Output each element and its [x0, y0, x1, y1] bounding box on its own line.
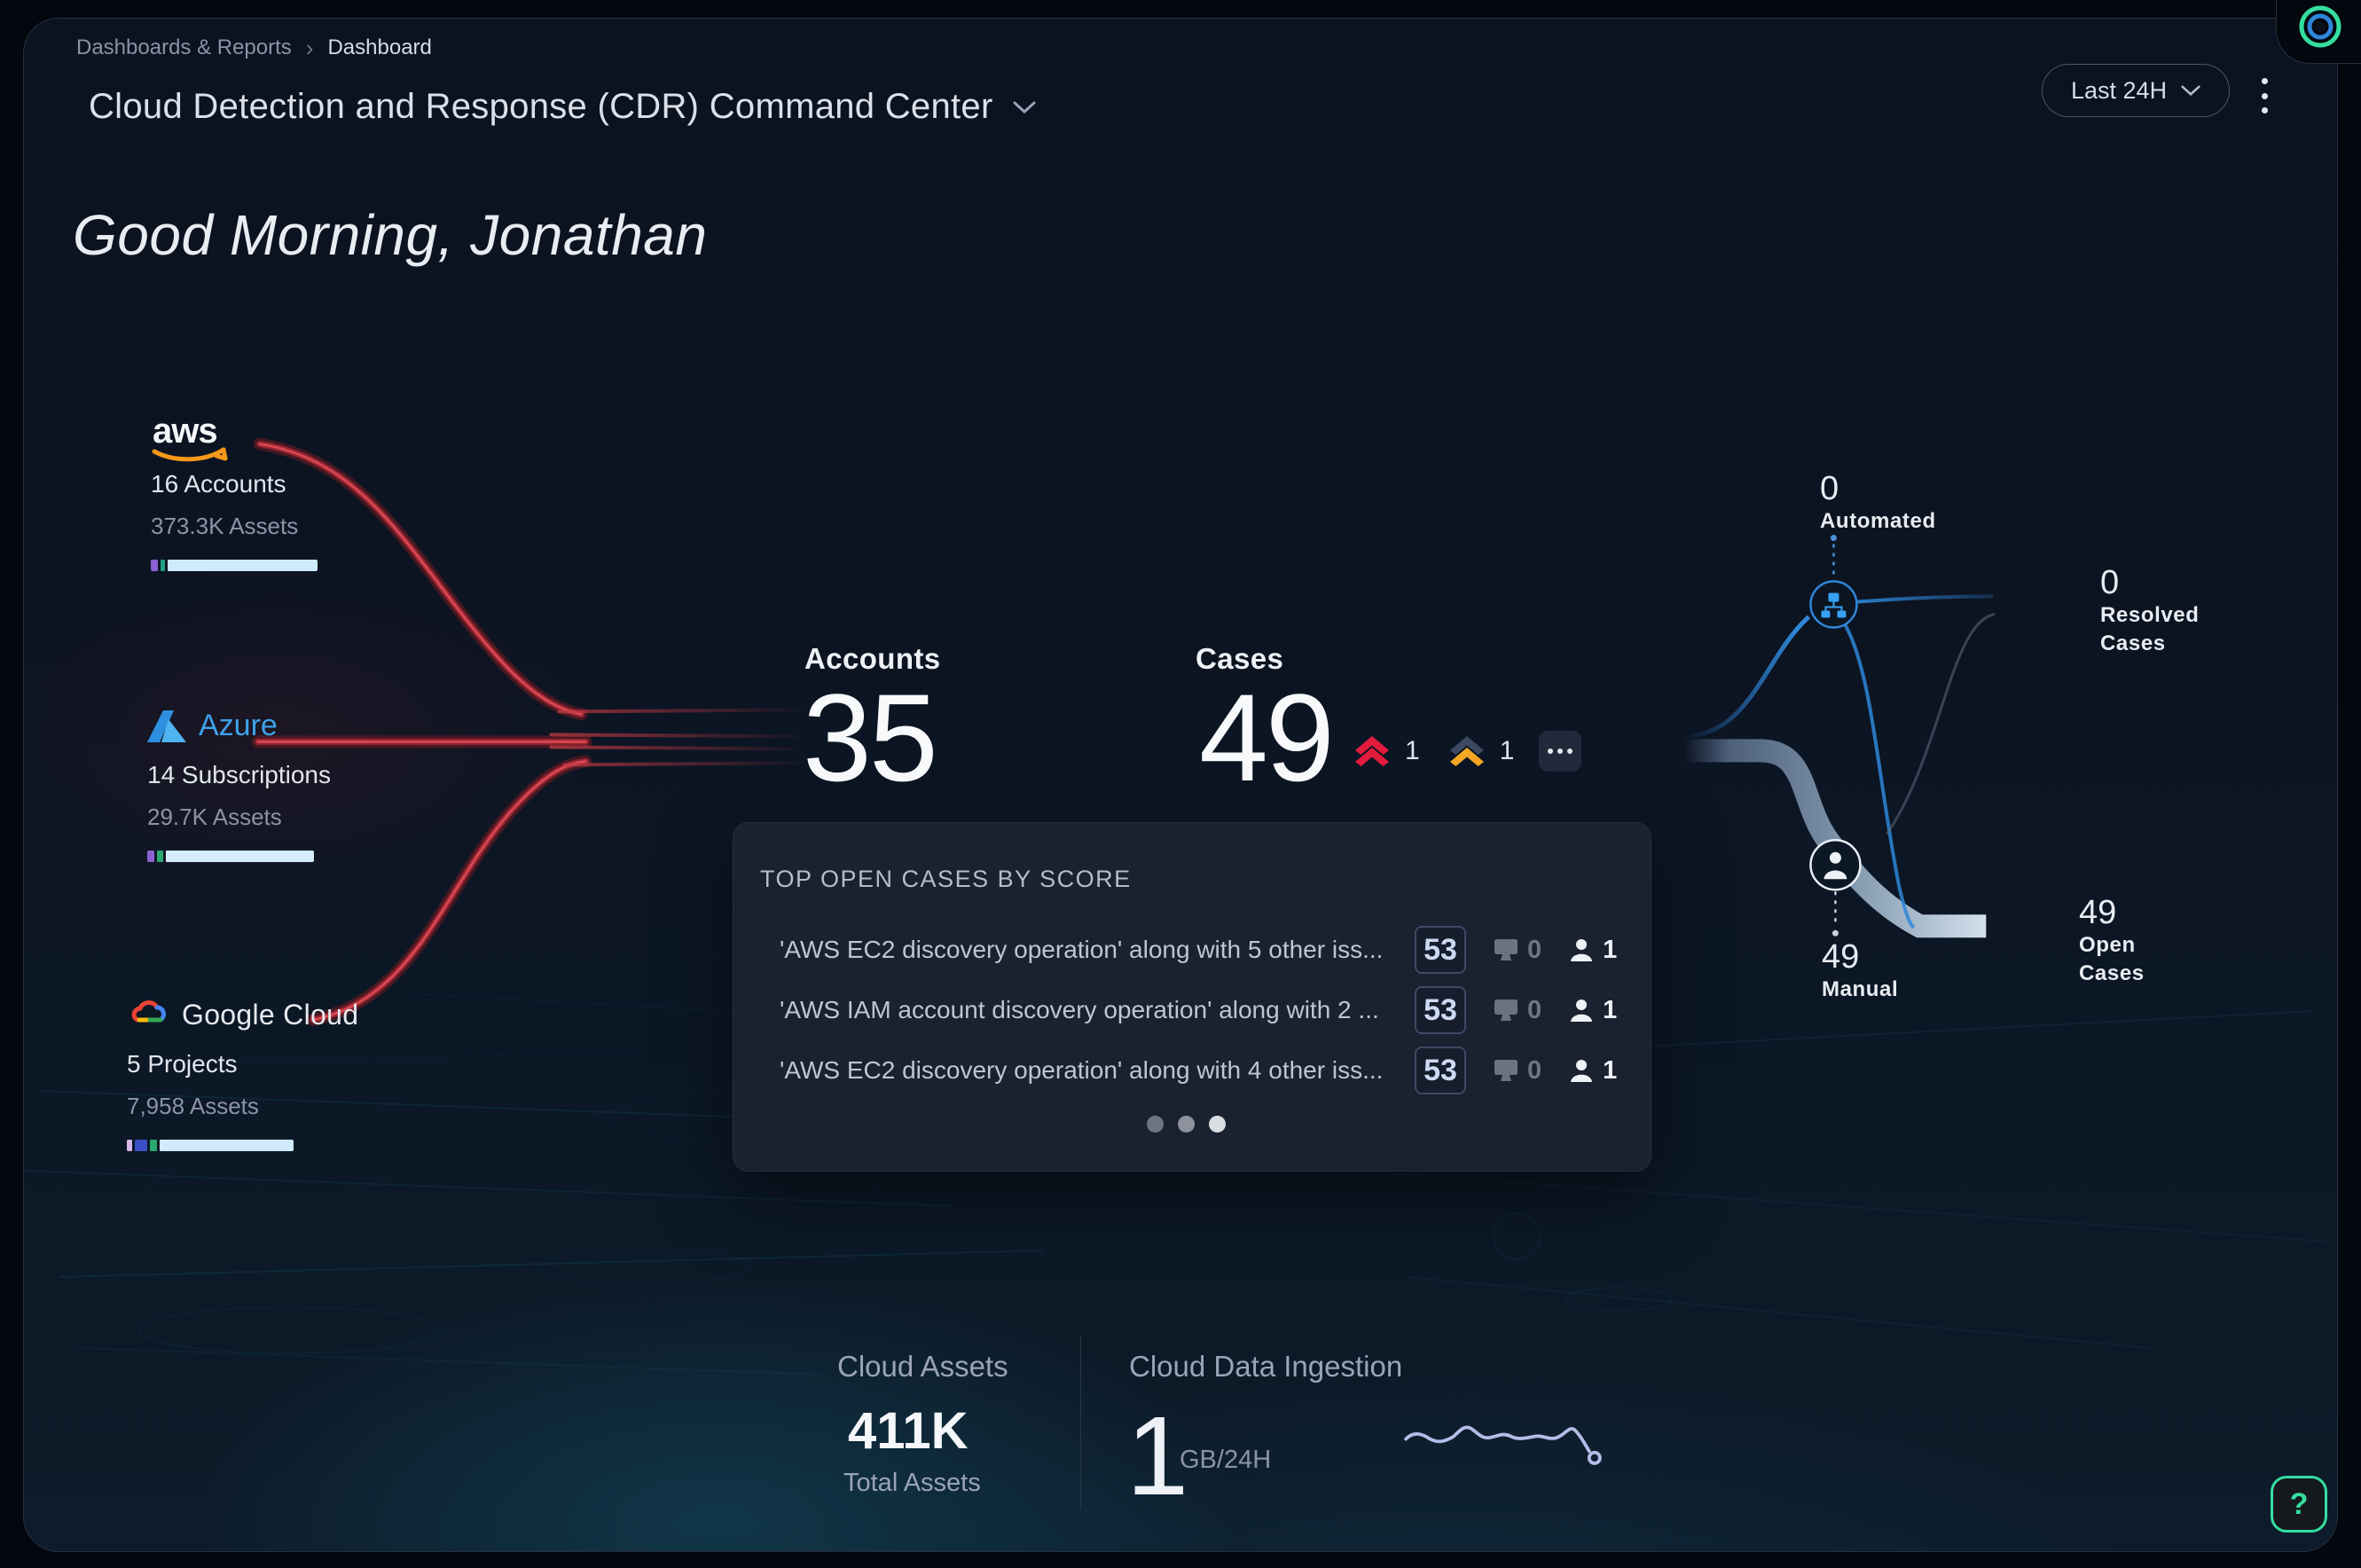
kebab-menu-icon[interactable]: [2255, 74, 2274, 117]
manual-value: 49: [1822, 938, 1860, 976]
chevron-down-icon: [2181, 85, 2200, 96]
case-assignees-count: 1: [1603, 995, 1618, 1024]
pagination-dot[interactable]: [1147, 1116, 1164, 1133]
bar-segment: [156, 851, 163, 862]
data-ingestion-value: 1: [1126, 1393, 1189, 1518]
provider-asset-bar: [151, 560, 318, 571]
bar-segment: [134, 1140, 148, 1151]
severity-critical-icon: [1355, 736, 1389, 766]
dashboard-panel: [23, 18, 2338, 1552]
aws-logo-icon: aws: [152, 412, 228, 462]
alerts-icon: [1494, 1000, 1518, 1021]
data-ingestion-unit: GB/24H: [1180, 1446, 1272, 1474]
cases-label: Cases: [1196, 642, 1284, 675]
case-assignees-count: 1: [1603, 935, 1618, 964]
resolved-cases-value: 0: [2100, 564, 2120, 601]
top-open-cases-title: TOP OPEN CASES BY SCORE: [760, 866, 1132, 892]
case-name: 'AWS EC2 discovery operation' along with…: [780, 936, 1384, 963]
severity-medium-count: 1: [1499, 736, 1515, 765]
bar-segment: [147, 851, 154, 862]
case-alerts-count: 0: [1527, 995, 1542, 1024]
provider-assets: 7,958 Assets: [127, 1093, 259, 1119]
bar-segment: [159, 1140, 294, 1151]
provider-card-aws[interactable]: aws 16 Accounts 373.3K Assets: [151, 412, 318, 571]
assignee-icon: [1571, 939, 1593, 961]
provider-card-azure[interactable]: Azure 14 Subscriptions 29.7K Assets: [147, 702, 331, 862]
bar-segment: [151, 560, 158, 571]
page-title: Cloud Detection and Response (CDR) Comma…: [89, 87, 993, 126]
bar-segment: [160, 560, 166, 571]
provider-count: 5 Projects: [127, 1050, 238, 1078]
bar-segment: [150, 1140, 157, 1151]
bar-segment: [168, 560, 318, 571]
more-severities-button[interactable]: [1539, 731, 1582, 772]
data-ingestion-title: Cloud Data Ingestion: [1129, 1350, 1403, 1383]
ingestion-sparkline: [1404, 1425, 1602, 1465]
case-score-badge: 53: [1415, 1047, 1466, 1094]
azure-logo-text: Azure: [199, 708, 278, 742]
help-button[interactable]: ?: [2271, 1476, 2327, 1533]
open-cases-label: Open Cases: [2079, 933, 2145, 986]
greeting-text: Good Morning, Jonathan: [73, 203, 708, 267]
alerts-icon: [1494, 939, 1518, 960]
accounts-label: Accounts: [804, 642, 941, 675]
cloud-assets-subtitle: Total Assets: [843, 1469, 981, 1497]
provider-card-google-cloud[interactable]: Google Cloud 5 Projects 7,958 Assets: [127, 992, 358, 1151]
google-cloud-logo-text: Google Cloud: [182, 998, 359, 1031]
cloud-assets-value: 411K: [848, 1402, 969, 1460]
corner-cutout: [2276, 0, 2361, 64]
manual-label: Manual: [1822, 977, 1899, 1001]
pagination-dot[interactable]: [1178, 1116, 1195, 1133]
carousel-pagination[interactable]: [1147, 1116, 1226, 1133]
severity-critical-count: 1: [1405, 736, 1420, 765]
severity-medium-icon: [1449, 736, 1484, 766]
assignee-icon: [1571, 1000, 1593, 1022]
resolved-cases-label: Resolved Cases: [2100, 603, 2200, 656]
automated-value: 0: [1820, 470, 1839, 507]
chevron-down-icon: [1013, 101, 1036, 114]
automated-label: Automated: [1820, 509, 1936, 533]
svg-text:aws: aws: [153, 412, 217, 451]
time-range-button[interactable]: Last 24H: [2042, 64, 2231, 117]
breadcrumb-link-dashboards[interactable]: Dashboards & Reports: [76, 35, 292, 59]
case-row[interactable]: 'AWS EC2 discovery operation' along with…: [733, 1043, 1651, 1098]
case-row[interactable]: 'AWS EC2 discovery operation' along with…: [733, 922, 1651, 977]
provider-asset-bar: [127, 1140, 294, 1151]
case-severity-row: 1 1: [1355, 729, 1582, 773]
cases-value: 49: [1199, 668, 1335, 807]
top-open-cases-panel: TOP OPEN CASES BY SCORE 'AWS EC2 discove…: [733, 822, 1651, 1172]
bar-segment: [127, 1140, 132, 1151]
azure-logo-icon: [147, 710, 186, 742]
dashboard-title-dropdown[interactable]: Cloud Detection and Response (CDR) Comma…: [89, 87, 1036, 127]
case-name: 'AWS IAM account discovery operation' al…: [780, 996, 1379, 1023]
case-assignees-count: 1: [1603, 1055, 1618, 1085]
breadcrumb: Dashboards & Reports › Dashboard: [76, 35, 432, 60]
provider-count: 14 Subscriptions: [147, 761, 332, 788]
google-cloud-logo-icon: [131, 1000, 166, 1023]
pagination-dot-active[interactable]: [1209, 1116, 1226, 1133]
provider-assets: 373.3K Assets: [151, 513, 299, 539]
assignee-icon: [1571, 1060, 1593, 1082]
case-score-badge: 53: [1415, 926, 1466, 974]
chevron-right-icon: ›: [305, 35, 314, 61]
breadcrumb-current: Dashboard: [327, 35, 432, 59]
provider-asset-bar: [147, 851, 314, 862]
alerts-icon: [1494, 1060, 1518, 1081]
provider-assets: 29.7K Assets: [147, 804, 282, 830]
open-cases-value: 49: [2079, 894, 2117, 931]
case-alerts-count: 0: [1527, 1055, 1542, 1085]
bar-segment: [166, 851, 314, 862]
time-range-label: Last 24H: [2071, 76, 2168, 104]
cloud-assets-title: Cloud Assets: [837, 1350, 1008, 1383]
footer-divider: [1080, 1336, 1081, 1509]
case-alerts-count: 0: [1527, 935, 1542, 964]
case-row[interactable]: 'AWS IAM account discovery operation' al…: [733, 983, 1651, 1038]
case-name: 'AWS EC2 discovery operation' along with…: [780, 1056, 1384, 1084]
accounts-value: 35: [803, 668, 938, 807]
help-icon: ?: [2289, 1486, 2309, 1521]
provider-count: 16 Accounts: [151, 470, 286, 498]
case-score-badge: 53: [1415, 986, 1466, 1034]
brand-logo-icon[interactable]: [2297, 4, 2343, 50]
